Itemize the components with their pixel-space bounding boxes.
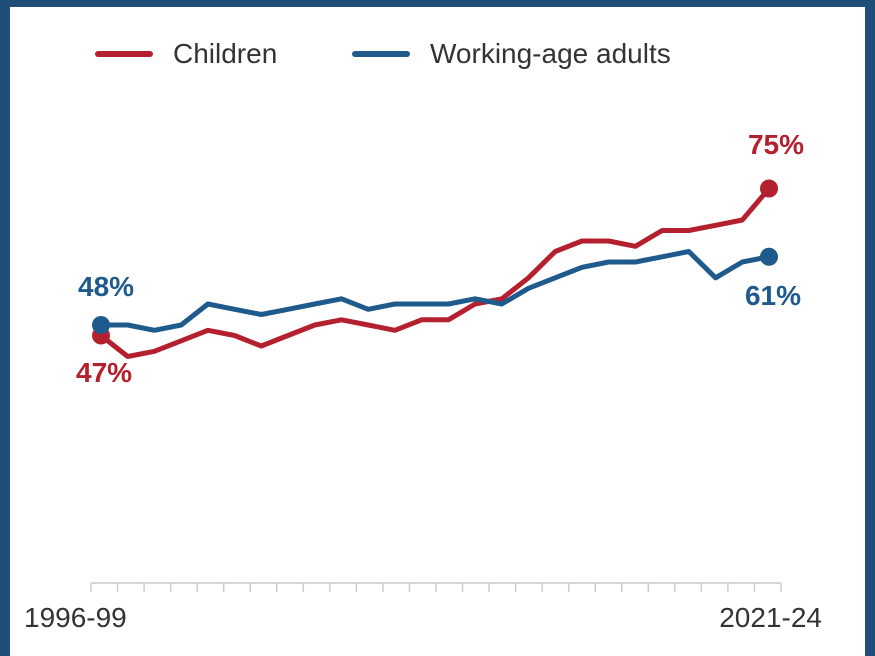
data-labels: 48% 47% 75% 61%	[76, 129, 804, 388]
legend: Children Working-age adults	[95, 38, 671, 69]
x-axis: 1996-99 2021-24	[24, 582, 822, 633]
series-line-children	[98, 186, 772, 359]
data-label-children-end: 75%	[748, 129, 804, 160]
legend-label-adults: Working-age adults	[430, 38, 671, 69]
data-point-children-end	[760, 179, 778, 198]
data-label-adults-end: 61%	[745, 280, 801, 311]
series-line-adults	[98, 249, 772, 333]
series-lines	[92, 179, 778, 359]
legend-label-children: Children	[173, 38, 277, 69]
data-label-children-start: 47%	[76, 357, 132, 388]
data-point-adults-start	[92, 316, 110, 334]
data-label-adults-start: 48%	[78, 271, 134, 302]
x-tick-label-end: 2021-24	[719, 602, 822, 633]
line-chart: Children Working-age adults 1996-99 2021-…	[24, 38, 822, 633]
data-point-adults-end	[760, 247, 778, 266]
x-tick-label-start: 1996-99	[24, 602, 127, 633]
